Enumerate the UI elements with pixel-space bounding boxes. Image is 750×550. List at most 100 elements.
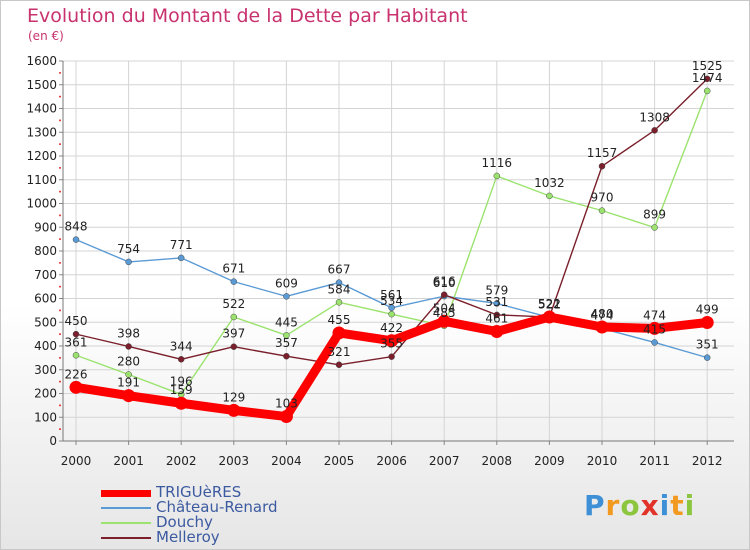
data-point	[230, 278, 238, 285]
data-point	[283, 293, 290, 300]
data-label: 129	[222, 390, 245, 404]
logo-letter: i	[659, 489, 671, 522]
data-point	[493, 300, 501, 307]
legend-label: Château-Renard	[156, 498, 278, 516]
series-layer	[69, 75, 714, 424]
data-label: 609	[275, 276, 298, 290]
data-label: 398	[117, 326, 140, 340]
y-minor-dot	[59, 285, 61, 288]
data-label: 351	[696, 338, 719, 352]
data-point	[174, 396, 188, 410]
data-label: 522	[538, 297, 561, 311]
y-tick-label: 1600	[26, 54, 57, 68]
y-minor-dot	[59, 214, 61, 217]
data-point	[440, 291, 448, 298]
y-minor-dot	[59, 380, 61, 383]
chart-subtitle: (en €)	[28, 29, 64, 43]
data-point	[332, 326, 346, 340]
data-point	[279, 410, 293, 424]
data-point	[335, 299, 343, 306]
data-point	[598, 207, 606, 214]
y-tick-label: 800	[34, 244, 57, 258]
data-point	[335, 361, 343, 369]
data-point	[230, 343, 238, 350]
y-minor-dot	[59, 119, 61, 122]
data-point	[703, 75, 711, 83]
x-tick-label: 2008	[482, 454, 513, 468]
data-label: 461	[485, 312, 508, 326]
data-point	[546, 192, 553, 200]
data-label: 445	[275, 315, 298, 329]
data-label: 191	[117, 376, 140, 390]
data-label: 103	[275, 397, 298, 411]
data-label: 610	[433, 276, 456, 290]
data-point	[388, 310, 395, 318]
data-label: 522	[222, 297, 245, 311]
data-point	[177, 356, 185, 363]
y-minor-dot	[59, 238, 61, 241]
data-label: 397	[222, 327, 245, 341]
data-point	[335, 279, 343, 286]
logo-letter: x	[640, 489, 660, 522]
data-point	[230, 313, 238, 321]
data-label: 970	[591, 191, 614, 205]
data-label: 1157	[587, 146, 618, 160]
y-tick-label: 400	[34, 339, 57, 353]
data-point	[125, 258, 132, 266]
y-tick-label: 1400	[26, 102, 57, 116]
axes: 0 100 200 300 400 500 600 700 800 900 1000 1100 1200…	[26, 54, 734, 468]
legend-swatch	[101, 507, 151, 509]
data-label: 159	[170, 383, 193, 397]
data-point	[651, 339, 658, 346]
data-label: 1474	[692, 71, 723, 85]
y-tick-label: 200	[34, 387, 57, 401]
y-tick-label: 1300	[26, 125, 57, 139]
x-tick-label: 2000	[61, 454, 92, 468]
y-tick-label: 0	[49, 434, 57, 448]
data-point	[385, 334, 399, 348]
data-label: 899	[643, 207, 666, 221]
data-point	[703, 354, 711, 361]
data-label: 474	[591, 308, 614, 322]
legend-swatch	[101, 490, 151, 497]
data-label: 474	[643, 308, 666, 322]
data-point	[490, 325, 504, 339]
data-point	[598, 162, 606, 170]
data-label: 531	[485, 295, 508, 309]
data-label: 485	[433, 306, 456, 320]
legend-swatch	[101, 537, 151, 539]
x-tick-label: 2006	[376, 454, 407, 468]
x-tick-label: 2001	[113, 454, 144, 468]
data-label: 499	[696, 302, 719, 316]
data-label: 344	[170, 339, 193, 353]
data-label: 415	[643, 322, 666, 336]
data-point	[227, 403, 241, 417]
x-tick-label: 2012	[692, 454, 723, 468]
logo-letter: o	[620, 489, 641, 522]
x-tick-label: 2007	[429, 454, 460, 468]
data-point	[651, 127, 658, 134]
data-label: 1032	[534, 176, 565, 190]
data-label: 226	[65, 367, 88, 381]
data-label: 196	[170, 374, 193, 388]
data-point	[493, 172, 501, 180]
data-label: 361	[65, 335, 88, 349]
data-point	[703, 87, 711, 95]
data-label: 771	[170, 238, 193, 252]
data-point	[125, 343, 132, 350]
x-tick-label: 2010	[587, 454, 618, 468]
y-minor-dot	[59, 404, 61, 407]
data-label: 321	[328, 345, 351, 359]
x-tick-label: 2009	[534, 454, 565, 468]
data-point	[493, 311, 501, 319]
data-label: 561	[380, 288, 403, 302]
data-label: 1116	[482, 156, 513, 170]
data-label: 584	[328, 282, 351, 296]
y-minor-dot	[59, 71, 61, 74]
y-minor-dot	[59, 356, 61, 359]
legend-label: TRIGUèRES	[156, 483, 242, 501]
data-label: 522	[538, 297, 561, 311]
legend-label: Douchy	[156, 513, 213, 531]
data-label: 534	[380, 294, 403, 308]
y-minor-dot	[59, 333, 61, 336]
